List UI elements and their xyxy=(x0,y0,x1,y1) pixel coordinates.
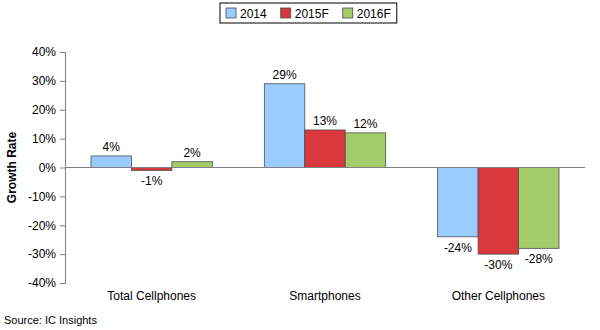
data-label: 13% xyxy=(313,114,337,128)
y-tick-label: -30% xyxy=(28,247,56,261)
y-tick-mark xyxy=(60,168,65,169)
y-tick: 0% xyxy=(39,161,65,175)
bar xyxy=(438,168,478,237)
y-tick: 40% xyxy=(32,45,65,59)
y-tick-mark xyxy=(60,225,65,226)
y-tick-label: 0% xyxy=(39,161,57,175)
baseline xyxy=(65,167,585,168)
x-tick-label: Total Cellphones xyxy=(107,289,196,303)
y-tick-mark xyxy=(60,196,65,197)
y-tick: 30% xyxy=(32,74,65,88)
y-tick-label: 20% xyxy=(32,103,56,117)
x-tick: Smartphones xyxy=(289,289,360,303)
y-tick-label: 30% xyxy=(32,74,56,88)
y-axis-title: Growth Rate xyxy=(5,132,19,204)
legend-label: 2014 xyxy=(240,7,267,21)
y-tick-mark xyxy=(60,81,65,82)
data-label: 29% xyxy=(273,68,297,82)
data-label: -1% xyxy=(141,174,163,188)
annotation: Source: IC Insights xyxy=(4,314,97,326)
legend-item: 2014 xyxy=(226,7,267,21)
legend-label: 2015F xyxy=(295,7,329,21)
y-tick-mark xyxy=(60,139,65,140)
y-tick-label: 40% xyxy=(32,45,56,59)
y-tick-label: 10% xyxy=(32,132,56,146)
y-axis: -40% -30% -20% -10% 0% 10% 20% 30% 40% xyxy=(28,45,66,290)
chart: -40% -30% -20% -10% 0% 10% 20% 30% 40% Total Cell… xyxy=(0,0,600,330)
bar xyxy=(91,156,131,168)
y-tick-mark xyxy=(60,52,65,53)
data-label: -24% xyxy=(444,241,472,255)
x-tick: Total Cellphones xyxy=(107,289,196,303)
data-label: -30% xyxy=(484,258,512,272)
bars xyxy=(91,84,559,254)
y-tick: 20% xyxy=(32,103,65,117)
y-tick-label: -40% xyxy=(28,276,56,290)
y-tick: -20% xyxy=(28,219,65,233)
y-tick: -30% xyxy=(28,247,65,261)
legend: 2014 2015F 2016F xyxy=(220,3,397,23)
legend-swatch xyxy=(343,8,353,18)
data-label: 12% xyxy=(353,117,377,131)
bar xyxy=(519,168,559,249)
legend-label: 2016F xyxy=(357,7,391,21)
legend-frame xyxy=(220,3,397,23)
bar xyxy=(478,168,518,255)
legend-item: 2016F xyxy=(343,7,391,21)
y-tick-mark xyxy=(60,110,65,111)
y-axis-line xyxy=(60,53,66,284)
y-tick: 10% xyxy=(32,132,65,146)
x-tick-label: Smartphones xyxy=(289,289,360,303)
y-tick: -10% xyxy=(28,190,65,204)
bar xyxy=(305,130,345,168)
bar xyxy=(172,162,212,168)
y-tick: -40% xyxy=(28,276,65,290)
data-labels: 4% 29% -24% -1% 13% -30% 2% 12% -28% xyxy=(103,68,554,272)
y-tick-mark xyxy=(60,283,65,284)
y-tick-label: -10% xyxy=(28,190,56,204)
y-tick-mark xyxy=(60,254,65,255)
x-tick: Other Cellphones xyxy=(452,289,545,303)
data-label: 2% xyxy=(183,146,201,160)
bar xyxy=(264,84,304,168)
x-axis: Total Cellphones Smartphones Other Cellpho… xyxy=(107,289,545,303)
legend-swatch xyxy=(281,8,291,18)
x-tick-label: Other Cellphones xyxy=(452,289,545,303)
data-label: 4% xyxy=(103,140,121,154)
legend-swatch xyxy=(226,8,236,18)
bar xyxy=(345,133,385,168)
y-tick-label: -20% xyxy=(28,219,56,233)
data-label: -28% xyxy=(525,252,553,266)
legend-item: 2015F xyxy=(281,7,329,21)
